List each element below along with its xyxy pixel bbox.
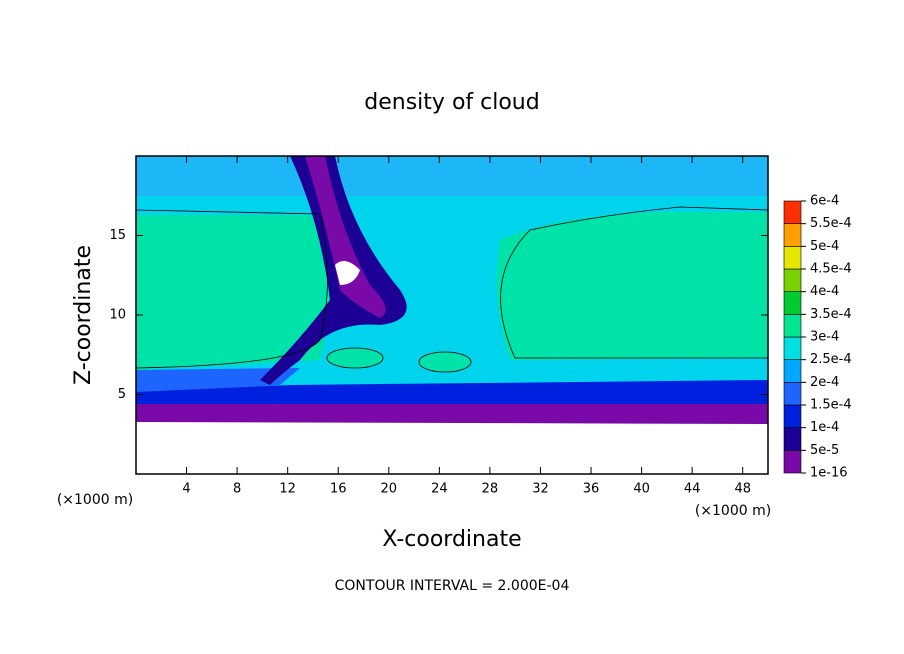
colorbar-label: 4e-4 <box>810 284 839 299</box>
colorbar-band <box>783 336 802 360</box>
colorbar-label: 1e-16 <box>810 466 848 481</box>
annotation: CONTOUR INTERVAL = 2.000E-04 <box>335 578 570 594</box>
colorbar-band <box>783 268 802 292</box>
x-tick-label: 36 <box>583 482 600 497</box>
x-unit: (×1000 m) <box>695 503 771 519</box>
x-tick-label: 24 <box>431 482 448 497</box>
colorbar-label: 2e-4 <box>810 375 839 390</box>
y-unit: (×1000 m) <box>57 492 133 508</box>
y-tick-label: 15 <box>109 228 126 243</box>
colorbar-band <box>783 382 802 406</box>
colorbar-band <box>783 314 802 338</box>
x-tick-label: 32 <box>532 482 549 497</box>
chart-title: density of cloud <box>364 90 539 115</box>
colorbar-label: 6e-4 <box>810 194 839 209</box>
colorbar-band <box>783 404 802 428</box>
field <box>135 156 769 474</box>
colorbar-band <box>783 200 802 224</box>
colorbar-label: 3.5e-4 <box>810 307 852 322</box>
y-axis-label: Z-coordinate <box>71 245 96 385</box>
x-tick-label: 28 <box>482 482 499 497</box>
colorbar-label: 2.5e-4 <box>810 352 852 367</box>
y-tick-label: 10 <box>109 308 126 323</box>
x-tick-label: 20 <box>381 482 398 497</box>
colorbar-band <box>783 246 802 270</box>
x-tick-label: 16 <box>330 482 347 497</box>
colorbar-label: 5e-4 <box>810 239 839 254</box>
x-tick-label: 4 <box>182 482 190 497</box>
colorbar-label: 5e-5 <box>810 443 839 458</box>
x-tick-label: 8 <box>233 482 241 497</box>
colorbar-label: 5.5e-4 <box>810 216 852 231</box>
x-tick-label: 44 <box>684 482 701 497</box>
colorbar-band <box>783 450 802 474</box>
colorbar-band <box>783 427 802 451</box>
x-tick-label: 12 <box>279 482 296 497</box>
colorbar-label: 1e-4 <box>810 420 839 435</box>
colorbar-label: 3e-4 <box>810 330 839 345</box>
colorbar-label: 1.5e-4 <box>810 398 852 413</box>
colorbar-band <box>783 291 802 315</box>
y-tick-label: 5 <box>118 387 126 402</box>
colorbar-band <box>783 223 802 247</box>
x-tick-label: 40 <box>633 482 650 497</box>
colorbar-label: 4.5e-4 <box>810 262 852 277</box>
x-axis-label: X-coordinate <box>382 527 521 552</box>
colorbar-band <box>783 359 802 383</box>
x-tick-label: 48 <box>734 482 751 497</box>
